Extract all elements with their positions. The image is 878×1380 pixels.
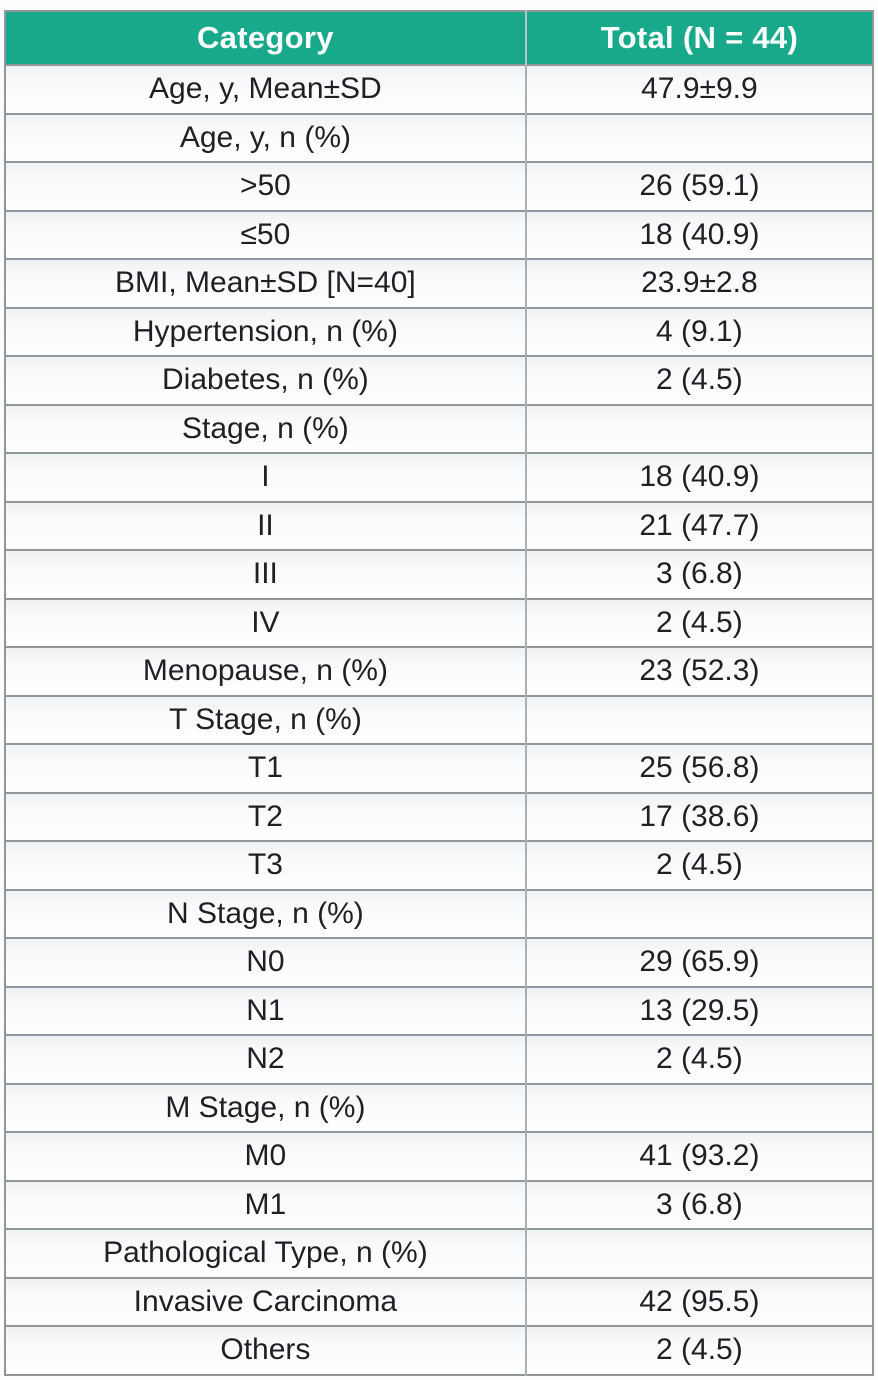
table-row: Others 2 (4.5) xyxy=(5,1325,873,1375)
category-cell: T Stage, n (%) xyxy=(5,694,526,744)
table-row: ≤50 18 (40.9) xyxy=(5,209,873,259)
total-cell: 2 (4.5) xyxy=(524,840,873,890)
category-cell: M Stage, n (%) xyxy=(5,1082,526,1132)
category-cell: I xyxy=(5,452,526,502)
category-cell: II xyxy=(5,500,526,550)
table-row: IV 2 (4.5) xyxy=(5,597,873,647)
total-cell: 2 (4.5) xyxy=(524,1034,873,1084)
column-header-category: Category xyxy=(5,11,526,65)
total-cell: 25 (56.8) xyxy=(524,743,873,793)
table-row: M Stage, n (%) xyxy=(5,1082,873,1132)
category-cell: III xyxy=(5,549,526,599)
category-cell: BMI, Mean±SD [N=40] xyxy=(5,258,526,308)
category-cell: T3 xyxy=(5,840,526,890)
total-cell: 42 (95.5) xyxy=(524,1276,873,1326)
table-row: Menopause, n (%) 23 (52.3) xyxy=(5,646,873,696)
total-cell: 2 (4.5) xyxy=(524,597,873,647)
category-cell: Diabetes, n (%) xyxy=(5,355,526,405)
total-cell: 3 (6.8) xyxy=(524,1179,873,1229)
category-cell: Menopause, n (%) xyxy=(5,646,526,696)
total-cell: 41 (93.2) xyxy=(524,1131,873,1181)
category-cell: M1 xyxy=(5,1179,526,1229)
total-cell: 17 (38.6) xyxy=(524,791,873,841)
table-row: T2 17 (38.6) xyxy=(5,791,873,841)
category-cell: Invasive Carcinoma xyxy=(5,1276,526,1326)
table-row: N0 29 (65.9) xyxy=(5,937,873,987)
total-cell: 18 (40.9) xyxy=(524,452,873,502)
category-cell: Stage, n (%) xyxy=(5,403,526,453)
category-cell: Age, y, n (%) xyxy=(5,112,526,162)
total-cell xyxy=(524,1228,873,1278)
total-cell: 23 (52.3) xyxy=(524,646,873,696)
table-row: N2 2 (4.5) xyxy=(5,1034,873,1084)
category-cell: M0 xyxy=(5,1131,526,1181)
category-cell: Age, y, Mean±SD xyxy=(5,64,526,114)
total-cell xyxy=(524,694,873,744)
category-cell: T2 xyxy=(5,791,526,841)
total-cell xyxy=(524,1082,873,1132)
table-row: T Stage, n (%) xyxy=(5,694,873,744)
category-cell: Others xyxy=(5,1325,526,1375)
table-row: I 18 (40.9) xyxy=(5,452,873,502)
table-row: T1 25 (56.8) xyxy=(5,743,873,793)
total-cell: 2 (4.5) xyxy=(524,355,873,405)
patient-characteristics-table: Category Total (N = 44) Age, y, Mean±SD 4… xyxy=(4,10,874,1376)
table-row: >50 26 (59.1) xyxy=(5,161,873,211)
table-row: II 21 (47.7) xyxy=(5,500,873,550)
category-cell: >50 xyxy=(5,161,526,211)
column-header-total: Total (N = 44) xyxy=(524,11,873,65)
table-row: BMI, Mean±SD [N=40] 23.9±2.8 xyxy=(5,258,873,308)
category-cell: Hypertension, n (%) xyxy=(5,306,526,356)
table-row: Age, y, Mean±SD 47.9±9.9 xyxy=(5,64,873,114)
total-cell: 26 (59.1) xyxy=(524,161,873,211)
table-row: M1 3 (6.8) xyxy=(5,1179,873,1229)
table-row: Invasive Carcinoma 42 (95.5) xyxy=(5,1276,873,1326)
table-row: Diabetes, n (%) 2 (4.5) xyxy=(5,355,873,405)
table-row: N1 13 (29.5) xyxy=(5,985,873,1035)
table-row: T3 2 (4.5) xyxy=(5,840,873,890)
table-row: N Stage, n (%) xyxy=(5,888,873,938)
total-cell: 21 (47.7) xyxy=(524,500,873,550)
category-cell: Pathological Type, n (%) xyxy=(5,1228,526,1278)
category-cell: N0 xyxy=(5,937,526,987)
table-row: Hypertension, n (%) 4 (9.1) xyxy=(5,306,873,356)
total-cell: 3 (6.8) xyxy=(524,549,873,599)
total-cell xyxy=(524,403,873,453)
category-cell: T1 xyxy=(5,743,526,793)
category-cell: N1 xyxy=(5,985,526,1035)
total-cell: 2 (4.5) xyxy=(524,1325,873,1375)
table-row: Age, y, n (%) xyxy=(5,112,873,162)
total-cell: 13 (29.5) xyxy=(524,985,873,1035)
total-cell xyxy=(524,112,873,162)
total-cell: 23.9±2.8 xyxy=(524,258,873,308)
category-cell: ≤50 xyxy=(5,209,526,259)
total-cell: 47.9±9.9 xyxy=(524,64,873,114)
category-cell: N2 xyxy=(5,1034,526,1084)
category-cell: IV xyxy=(5,597,526,647)
table-row: Pathological Type, n (%) xyxy=(5,1228,873,1278)
table-row: M0 41 (93.2) xyxy=(5,1131,873,1181)
table-row: III 3 (6.8) xyxy=(5,549,873,599)
total-cell: 29 (65.9) xyxy=(524,937,873,987)
category-cell: N Stage, n (%) xyxy=(5,888,526,938)
table-row: Stage, n (%) xyxy=(5,403,873,453)
table-header-row: Category Total (N = 44) xyxy=(5,11,873,65)
table-body: Age, y, Mean±SD 47.9±9.9 Age, y, n (%) >50 2… xyxy=(5,64,873,1375)
total-cell: 18 (40.9) xyxy=(524,209,873,259)
total-cell xyxy=(524,888,873,938)
total-cell: 4 (9.1) xyxy=(524,306,873,356)
